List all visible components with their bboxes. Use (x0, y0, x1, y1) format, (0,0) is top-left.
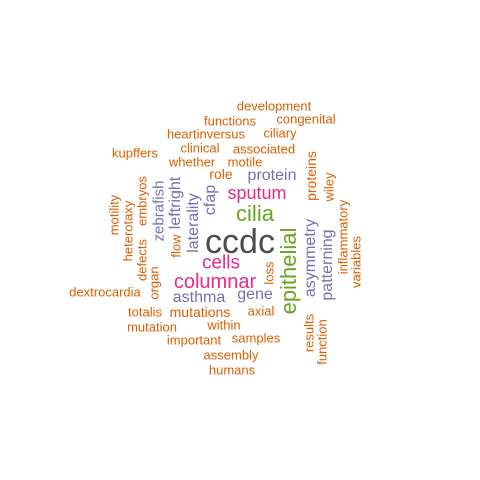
word-whether: whether (168, 154, 216, 170)
word-congenital: congenital (276, 111, 336, 127)
word-asymmetry: asymmetry (302, 218, 319, 298)
word-samples: samples (231, 330, 281, 346)
word-laterality: laterality (185, 193, 202, 253)
word-mutations: mutations (169, 304, 231, 320)
word-patterning: patterning (319, 229, 336, 301)
word-within: within (207, 317, 241, 333)
word-ciliary: ciliary (263, 125, 297, 141)
word-cells: cells (201, 252, 241, 274)
word-important: important (166, 332, 222, 348)
word-clinical: clinical (180, 140, 220, 156)
word-axial: axial (247, 303, 275, 319)
word-organ: organ (146, 266, 162, 300)
word-gene: gene (237, 286, 273, 303)
word-development: development (236, 98, 312, 114)
word-motility: motility (106, 194, 122, 236)
word-ccdc: ccdc (205, 223, 275, 261)
word-flow: flow (168, 234, 184, 258)
word-assembly: assembly (203, 347, 259, 363)
word-wiley: wiley (321, 172, 337, 202)
word-humans: humans (208, 362, 256, 378)
word-totalis: totalis (128, 304, 162, 320)
word-zebrafish: zebrafish (150, 180, 168, 242)
word-functions: functions (203, 113, 257, 129)
word-kupffers: kupffers (111, 145, 159, 161)
word-dextrocardia: dextrocardia (69, 284, 141, 300)
word-associated: associated (232, 141, 296, 157)
word-embryos: embryos (134, 176, 150, 226)
word-heterotaxy: heterotaxy (120, 200, 136, 262)
word-cilia: cilia (236, 201, 274, 226)
word-leftright: leftright (167, 176, 184, 230)
word-asthma: asthma (172, 289, 226, 306)
word-epithelial: epithelial (276, 227, 301, 315)
word-cfap: cfap (202, 184, 219, 216)
word-heartinversus: heartinversus (166, 126, 246, 142)
word-function: function (314, 319, 330, 365)
word-sputum: sputum (227, 183, 287, 203)
word-motile: motile (227, 154, 263, 170)
word-proteins: proteins (303, 151, 319, 201)
word-loss: loss (261, 261, 277, 285)
word-variables: variables (348, 235, 364, 289)
word-mutation: mutation (127, 319, 177, 335)
word-columnar: columnar (173, 271, 257, 293)
word-role: role (209, 166, 233, 182)
word-protein: protein (247, 167, 297, 184)
